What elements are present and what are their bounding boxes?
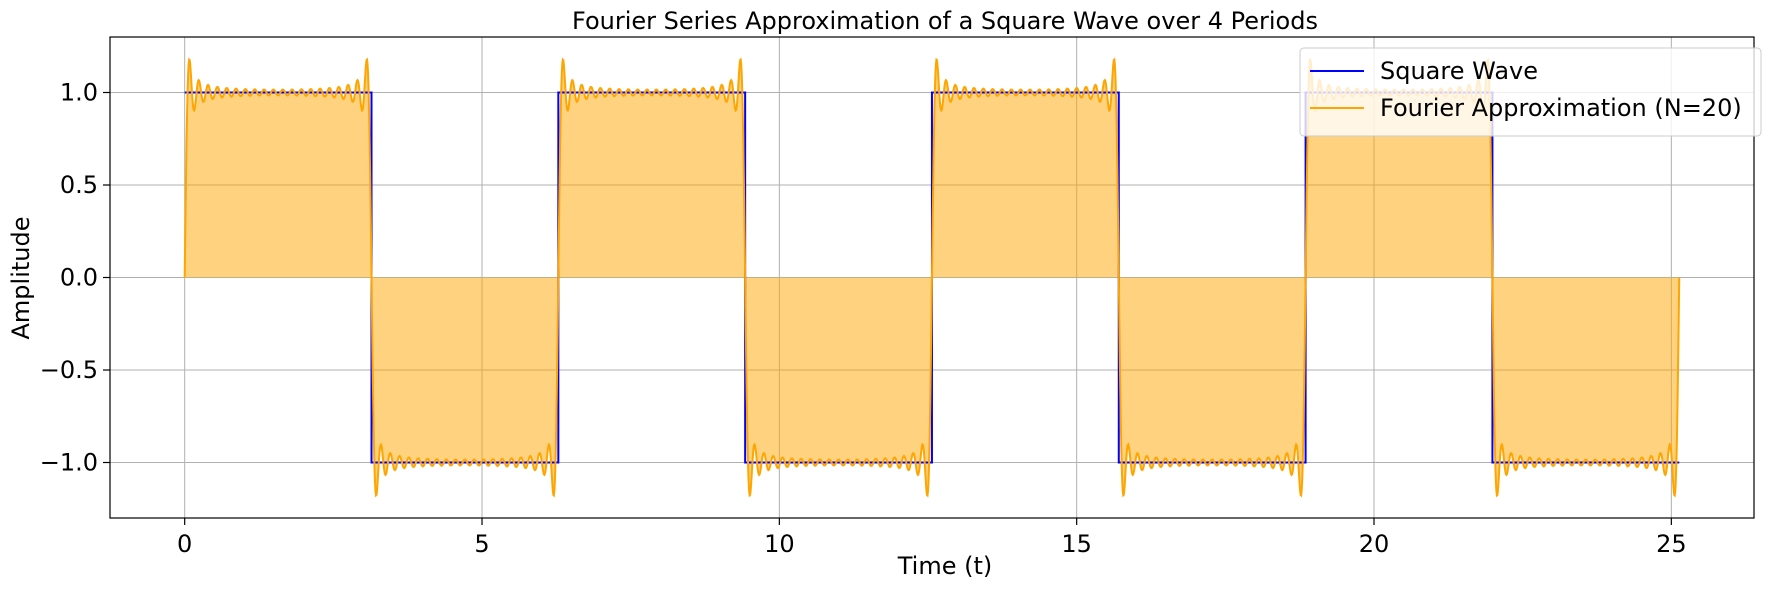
legend-label-square-wave: Square Wave [1380, 57, 1538, 85]
y-tick-label: 0.5 [60, 171, 98, 199]
y-axis-label: Amplitude [7, 217, 35, 340]
x-tick-label: 10 [764, 530, 795, 558]
chart-title: Fourier Series Approximation of a Square… [572, 7, 1318, 35]
legend-label-fourier: Fourier Approximation (N=20) [1380, 94, 1742, 122]
y-tick-label: −0.5 [40, 356, 98, 384]
y-tick-label: 0.0 [60, 264, 98, 292]
ticks: 0 5 10 15 20 25 1.0 0.5 0.0 −0.5 −1.0 [40, 79, 1687, 559]
x-tick-label: 20 [1359, 530, 1390, 558]
legend: Square Wave Fourier Approximation (N=20) [1299, 47, 1762, 137]
x-tick-label: 5 [474, 530, 489, 558]
x-tick-label: 0 [177, 530, 192, 558]
x-tick-label: 25 [1656, 530, 1687, 558]
x-axis-label: Time (t) [897, 552, 993, 580]
y-tick-label: −1.0 [40, 449, 98, 477]
y-tick-label: 1.0 [60, 79, 98, 107]
x-tick-label: 15 [1061, 530, 1092, 558]
legend-box [1299, 47, 1762, 137]
